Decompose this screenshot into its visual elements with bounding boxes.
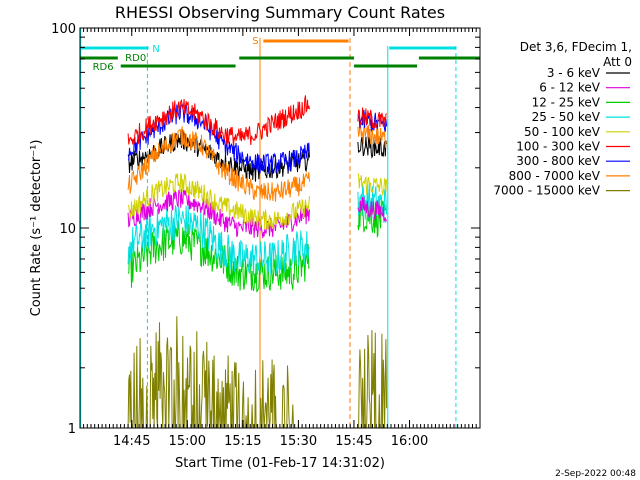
legend-entry-label: 50 - 100 keV <box>524 125 601 139</box>
series-line <box>127 219 310 293</box>
series-line <box>357 196 388 224</box>
flag-label: N <box>152 44 159 55</box>
legend-header-line2: Att 0 <box>603 55 632 69</box>
background-lines <box>80 28 457 428</box>
series-line <box>357 173 388 196</box>
legend-entry-label: 100 - 300 keV <box>516 140 600 154</box>
series-line <box>127 126 310 202</box>
y-axis: 1 10 100 <box>51 22 480 437</box>
legend-entry-label: 800 - 7000 keV <box>509 169 601 183</box>
legend-entry-label: 12 - 25 keV <box>532 95 601 109</box>
series-line <box>357 107 387 130</box>
series-line <box>127 188 310 239</box>
flag-label: S <box>252 36 258 47</box>
date-stamp: 2-Sep-2022 00:48 <box>555 469 636 479</box>
x-tick-label: 15:30 <box>280 434 317 449</box>
x-tick-label: 15:45 <box>335 434 372 449</box>
x-tick-label: 15:00 <box>169 434 206 449</box>
x-tick-label: 14:45 <box>113 434 150 449</box>
x-axis: 14:45 15:00 15:15 15:30 15:45 16:00 <box>83 28 477 449</box>
series-line <box>357 123 387 148</box>
flag-bars: N S RD0 RD6 <box>80 36 480 73</box>
series-line <box>357 136 388 159</box>
x-tick-label: 15:15 <box>224 434 261 449</box>
y-axis-label: Count Rate (s⁻¹ detector⁻¹) <box>29 140 44 317</box>
series-line <box>127 95 310 147</box>
flag-label: RD6 <box>93 62 114 73</box>
legend-entry-label: 25 - 50 keV <box>532 110 601 124</box>
series-line <box>127 173 310 230</box>
legend-entry-label: 3 - 6 keV <box>547 66 601 80</box>
series-line <box>357 330 388 429</box>
y-tick-label: 10 <box>59 222 76 237</box>
y-tick-label: 100 <box>51 22 76 37</box>
series-line <box>127 102 310 174</box>
series-layer <box>127 95 388 429</box>
flag-label: RD0 <box>125 53 146 64</box>
chart-title: RHESSI Observing Summary Count Rates <box>115 3 445 22</box>
y-tick-label: 1 <box>68 422 76 437</box>
series-line <box>127 205 310 277</box>
legend-header-line1: Det 3,6, FDecim 1, <box>520 40 632 54</box>
legend-entry-label: 6 - 12 keV <box>539 81 601 95</box>
x-axis-label: Start Time (01-Feb-17 14:31:02) <box>175 456 385 471</box>
legend-entry-label: 7000 - 15000 keV <box>493 184 600 198</box>
x-tick-label: 16:00 <box>391 434 428 449</box>
legend-entry-label: 300 - 800 keV <box>516 154 600 168</box>
